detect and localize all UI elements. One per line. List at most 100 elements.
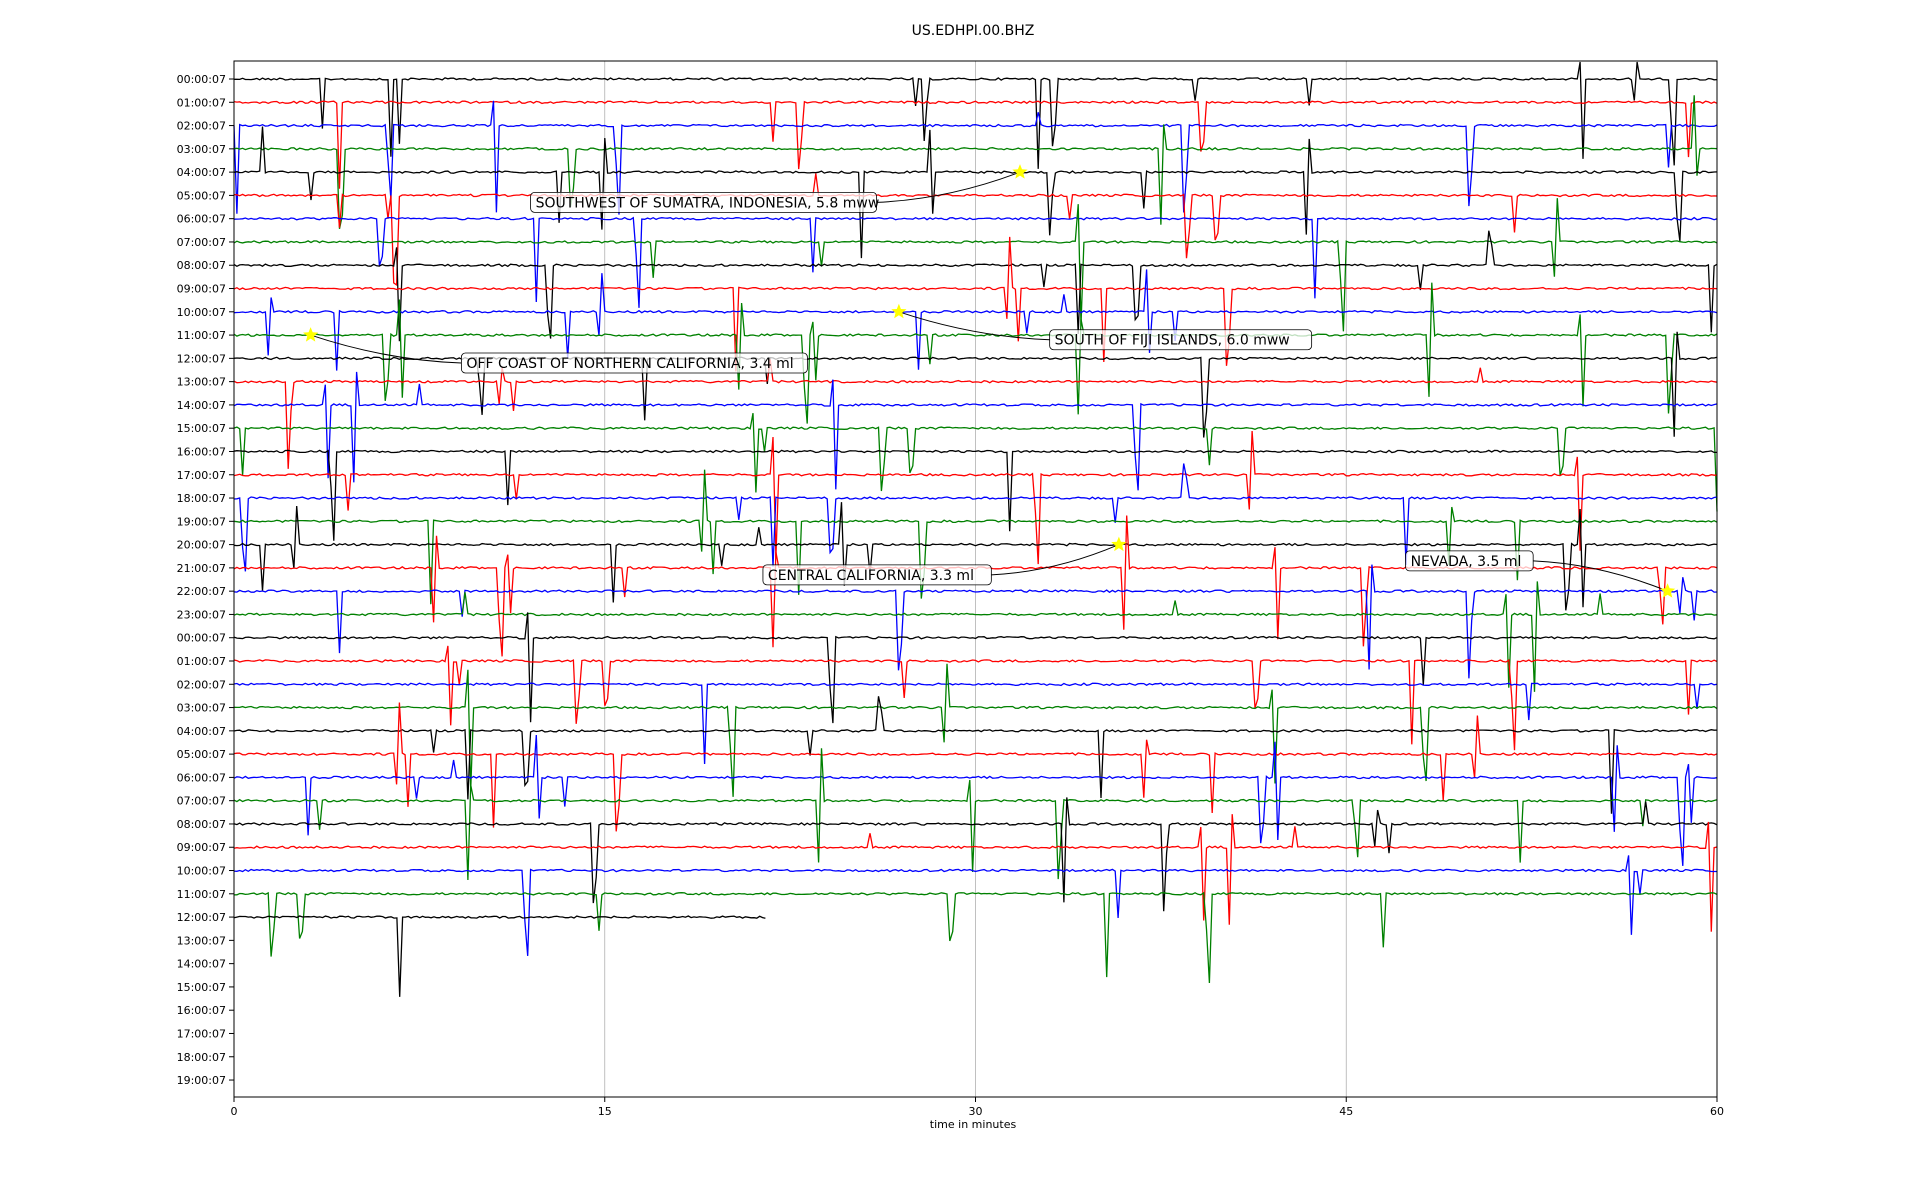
trace-row <box>233 682 1718 765</box>
event-label-box <box>460 352 808 374</box>
event-connector <box>310 334 462 364</box>
y-tick-label: 08:00:07 <box>177 259 226 272</box>
event-label: OFF COAST OF NORTHERN CALIFORNIA, 3.4 ml <box>466 356 793 372</box>
trace-row <box>233 269 1718 371</box>
y-tick-label: 15:00:07 <box>177 981 226 994</box>
trace-row <box>233 797 1718 912</box>
trace-row <box>233 734 1718 866</box>
y-tick-label: 07:00:07 <box>177 236 226 249</box>
trace-row <box>233 469 1718 605</box>
x-tick-label: 0 <box>231 1105 238 1118</box>
trace-row <box>233 236 1718 372</box>
y-tick-label: 15:00:07 <box>177 422 226 435</box>
trace-row <box>233 282 1718 424</box>
event-label: SOUTHWEST OF SUMATRA, INDONESIA, 5.8 mww <box>536 195 880 211</box>
y-tick-label: 11:00:07 <box>177 329 226 342</box>
trace-row <box>233 814 1718 932</box>
event-label: SOUTH OF FIJI ISLANDS, 6.0 mww <box>1055 333 1290 349</box>
y-tick-label: 02:00:07 <box>177 678 226 691</box>
y-tick-label: 04:00:07 <box>177 166 226 179</box>
trace-row <box>233 230 1718 342</box>
trace-row <box>233 95 1718 230</box>
event-label-box <box>1049 329 1313 351</box>
y-tick-label: 08:00:07 <box>177 818 226 831</box>
y-tick-label: 14:00:07 <box>177 958 226 971</box>
trace-row <box>233 915 766 997</box>
y-tick-label: 03:00:07 <box>177 702 226 715</box>
trace-row <box>233 612 1718 724</box>
trace-row <box>233 412 1718 512</box>
y-tick-label: 13:00:07 <box>177 376 226 389</box>
trace-row <box>233 502 1718 611</box>
trace-row <box>233 564 1718 679</box>
trace-row <box>233 371 1718 491</box>
y-tick-label: 02:00:07 <box>177 120 226 133</box>
x-tick-label: 15 <box>598 1105 612 1118</box>
trace-row <box>233 198 1718 332</box>
trace-row <box>233 748 1718 881</box>
event-connector <box>876 171 1021 203</box>
y-tick-label: 03:00:07 <box>177 143 226 156</box>
trace-row <box>233 126 1718 259</box>
event-label-box <box>530 191 877 213</box>
trace-row <box>233 702 1718 832</box>
trace-row <box>233 331 1718 438</box>
trace-row <box>233 100 1718 189</box>
y-tick-label: 06:00:07 <box>177 771 226 784</box>
trace-row <box>233 891 1718 984</box>
event-star-icon <box>303 327 319 342</box>
y-tick-label: 12:00:07 <box>177 352 226 365</box>
x-tick-label: 60 <box>1710 1105 1724 1118</box>
trace-row <box>233 430 1718 565</box>
x-tick-label: 45 <box>1339 1105 1353 1118</box>
y-tick-label: 19:00:07 <box>177 515 226 528</box>
x-axis-label: time in minutes <box>930 1118 1017 1131</box>
trace-row <box>233 216 1718 308</box>
trace-row <box>233 581 1718 692</box>
y-tick-label: 05:00:07 <box>177 189 226 202</box>
event-star-icon <box>1012 164 1028 179</box>
y-tick-label: 20:00:07 <box>177 539 226 552</box>
trace-row <box>233 449 1717 541</box>
y-tick-label: 19:00:07 <box>177 1074 226 1087</box>
trace-row <box>233 359 1718 469</box>
y-tick-label: 05:00:07 <box>177 748 226 761</box>
trace-row <box>233 696 1718 814</box>
y-tick-label: 07:00:07 <box>177 795 226 808</box>
y-tick-label: 17:00:07 <box>177 1027 226 1040</box>
trace-row <box>233 663 1718 797</box>
event-star-icon <box>891 303 907 319</box>
y-tick-label: 22:00:07 <box>177 585 226 598</box>
y-tick-label: 11:00:07 <box>177 888 226 901</box>
x-tick-label: 30 <box>969 1105 983 1118</box>
chart-title: US.EDHPI.00.BHZ <box>912 23 1035 39</box>
y-tick-label: 16:00:07 <box>177 1004 226 1017</box>
event-connector <box>898 311 1050 341</box>
trace-row <box>233 173 1718 287</box>
event-annotations: SOUTHWEST OF SUMATRA, INDONESIA, 5.8 mww… <box>303 164 1676 598</box>
y-tick-label: 14:00:07 <box>177 399 226 412</box>
y-tick-label: 01:00:07 <box>177 655 226 668</box>
y-tick-label: 00:00:07 <box>177 73 226 86</box>
x-axis-ticks: 0 15 30 45 60 <box>231 1097 1724 1118</box>
y-tick-label: 13:00:07 <box>177 934 226 947</box>
trace-row <box>233 855 1717 956</box>
y-tick-label: 00:00:07 <box>177 632 226 645</box>
y-tick-label: 04:00:07 <box>177 725 226 738</box>
y-tick-label: 12:00:07 <box>177 911 226 924</box>
trace-row <box>234 61 1718 169</box>
y-tick-label: 16:00:07 <box>177 445 226 458</box>
event-label: CENTRAL CALIFORNIA, 3.3 ml <box>768 568 974 584</box>
y-tick-label: 10:00:07 <box>177 865 226 878</box>
event-label-box <box>1405 550 1534 572</box>
y-tick-label: 06:00:07 <box>177 213 226 226</box>
y-tick-label: 09:00:07 <box>177 283 226 296</box>
event-star-icon <box>1111 536 1127 552</box>
y-tick-label: 17:00:07 <box>177 469 226 482</box>
trace-row <box>233 463 1718 572</box>
event-label-box <box>762 564 992 586</box>
y-tick-label: 21:00:07 <box>177 562 226 575</box>
y-tick-label: 23:00:07 <box>177 608 226 621</box>
